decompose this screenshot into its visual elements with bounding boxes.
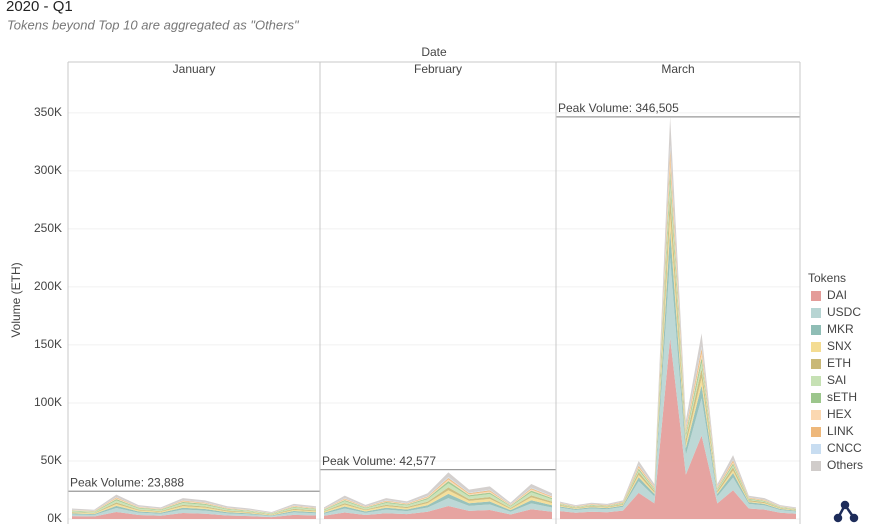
- area: [72, 507, 316, 518]
- area: [560, 257, 796, 514]
- legend-swatch: [811, 325, 821, 335]
- area: [72, 512, 316, 519]
- chart-title: 2020 - Q1: [6, 0, 73, 15]
- y-tick-label: 200K: [34, 279, 62, 293]
- panel-header: January: [173, 62, 216, 76]
- y-axis-label: Volume (ETH): [9, 262, 23, 337]
- y-tick-label: 300K: [34, 163, 62, 177]
- legend-label: SNX: [827, 339, 852, 353]
- area: [324, 493, 552, 514]
- legend-label: SAI: [827, 373, 846, 387]
- legend-label: CNCC: [827, 441, 862, 455]
- legend-label: Others: [827, 458, 863, 472]
- legend-label: MKR: [827, 322, 854, 336]
- peak-label: Peak Volume: 42,577: [322, 454, 436, 468]
- y-tick-label: 0K: [47, 511, 62, 524]
- legend-title: Tokens: [808, 271, 846, 285]
- legend-label: HEX: [827, 407, 852, 421]
- legend-label: sETH: [827, 390, 857, 404]
- panel-header: February: [414, 62, 462, 76]
- area: [560, 338, 796, 519]
- legend-label: LINK: [827, 424, 854, 438]
- legend-swatch: [811, 342, 821, 352]
- legend-swatch: [811, 393, 821, 403]
- y-tick-label: 50K: [41, 453, 62, 467]
- legend-label: ETH: [827, 356, 851, 370]
- logo: [833, 500, 859, 523]
- y-tick-label: 150K: [34, 337, 62, 351]
- peak-label: Peak Volume: 346,505: [558, 101, 679, 115]
- legend-label: USDC: [827, 305, 861, 319]
- legend-swatch: [811, 444, 821, 454]
- legend-swatch: [811, 376, 821, 386]
- legend-swatch: [811, 461, 821, 471]
- peak-label: Peak Volume: 23,888: [70, 475, 184, 489]
- legend-label: DAI: [827, 288, 847, 302]
- legend-swatch: [811, 427, 821, 437]
- y-tick-label: 100K: [34, 395, 62, 409]
- area: [324, 506, 552, 519]
- legend-swatch: [811, 410, 821, 420]
- legend-swatch: [811, 291, 821, 301]
- panel-header: March: [661, 62, 694, 76]
- area: [324, 498, 552, 516]
- x-axis-label: Date: [421, 45, 447, 59]
- chart-subtitle: Tokens beyond Top 10 are aggregated as "…: [7, 17, 300, 32]
- legend-swatch: [811, 308, 821, 318]
- legend-swatch: [811, 359, 821, 369]
- y-tick-label: 350K: [34, 105, 62, 119]
- y-tick-label: 250K: [34, 221, 62, 235]
